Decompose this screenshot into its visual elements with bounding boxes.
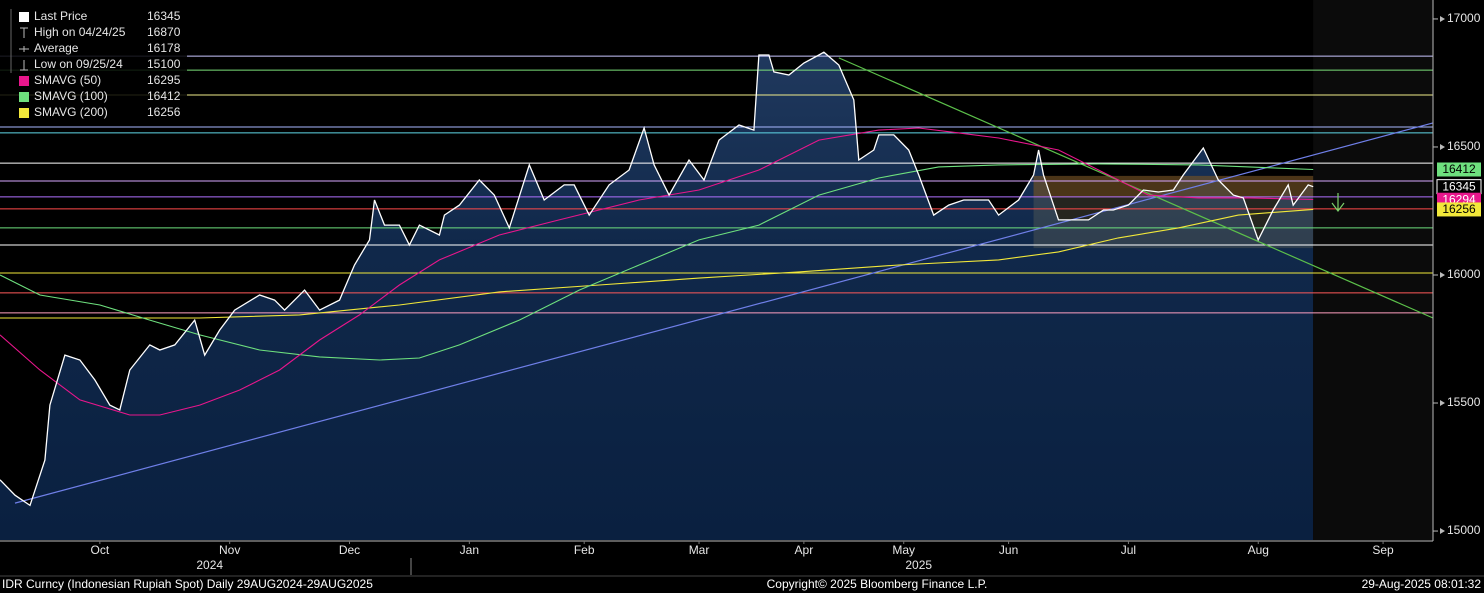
legend-value: 16256 <box>147 105 181 119</box>
sma-line <box>0 127 1314 416</box>
trend-line <box>14 122 1434 504</box>
value-tag <box>1437 162 1481 177</box>
legend-label: Low on 09/25/24 <box>34 57 123 71</box>
y-tick-arrow <box>1440 143 1445 150</box>
y-tick-arrow <box>1440 15 1445 22</box>
legend-marker <box>19 92 29 102</box>
legend-marker <box>19 76 29 86</box>
sma-line <box>0 163 1314 361</box>
value-tag <box>1437 202 1481 217</box>
y-tick-arrow <box>1440 528 1445 535</box>
y-tick-label: 15500 <box>1447 395 1481 409</box>
legend-marker <box>19 108 29 118</box>
range-box <box>1033 175 1314 249</box>
legend-label: SMAVG (50) <box>34 73 101 87</box>
legend-label: SMAVG (200) <box>34 105 108 119</box>
footer-right: 29-Aug-2025 08:01:32 <box>1362 577 1482 591</box>
x-tick-label: Nov <box>219 543 240 557</box>
legend-marker <box>20 27 28 38</box>
legend-value: 15100 <box>147 57 181 71</box>
y-tick-arrow <box>1440 271 1445 278</box>
footer-center: Copyright© 2025 Bloomberg Finance L.P. <box>767 577 988 591</box>
x-tick-label: Apr <box>795 543 814 557</box>
value-tag-label: 16412 <box>1442 162 1476 176</box>
legend-marker <box>19 46 29 52</box>
y-tick-label: 15000 <box>1447 523 1481 537</box>
arrow-annotation <box>1331 193 1345 212</box>
sma-line <box>0 208 1314 319</box>
future-region <box>1313 0 1433 540</box>
x-tick-label: Feb <box>574 543 595 557</box>
legend: Last Price 16345 High on 04/24/25 16870 Aver… <box>0 0 187 125</box>
y-tick-label: 16500 <box>1447 139 1481 153</box>
x-tick-label: Sep <box>1372 543 1394 557</box>
year-label: 2025 <box>905 558 932 572</box>
legend-value: 16345 <box>147 9 181 23</box>
x-tick-label: Oct <box>91 543 110 557</box>
y-tick-label: 16000 <box>1447 267 1481 281</box>
legend-value: 16178 <box>147 41 181 55</box>
y-tick-arrow <box>1440 400 1445 407</box>
footer-left: IDR Curncy (Indonesian Rupiah Spot) Dail… <box>2 577 373 591</box>
year-label: 2024 <box>196 558 223 572</box>
x-tick-label: Jul <box>1121 543 1136 557</box>
x-tick-label: Mar <box>689 543 710 557</box>
legend-label: SMAVG (100) <box>34 89 108 103</box>
legend-bg <box>0 0 187 125</box>
x-tick-label: Jun <box>999 543 1018 557</box>
legend-value: 16295 <box>147 73 181 87</box>
y-tick-label: 17000 <box>1447 11 1481 25</box>
x-tick-label: Jan <box>460 543 479 557</box>
value-tag-label: 16256 <box>1442 202 1476 216</box>
value-tag-label: 16345 <box>1442 179 1476 193</box>
trend-line <box>838 57 1434 319</box>
legend-marker <box>19 12 29 22</box>
price-area <box>0 52 1314 540</box>
x-tick-label: Aug <box>1248 543 1269 557</box>
x-tick-label: May <box>892 543 915 557</box>
legend-label: Last Price <box>34 9 88 23</box>
price-line <box>0 51 1314 507</box>
legend-label: Average <box>34 41 79 55</box>
x-tick-label: Dec <box>339 543 360 557</box>
range-box-top <box>1033 175 1314 198</box>
legend-value: 16870 <box>147 25 181 39</box>
plot-area <box>0 0 1434 540</box>
legend-marker <box>20 60 28 71</box>
legend-value: 16412 <box>147 89 181 103</box>
legend-label: High on 04/24/25 <box>34 25 126 39</box>
